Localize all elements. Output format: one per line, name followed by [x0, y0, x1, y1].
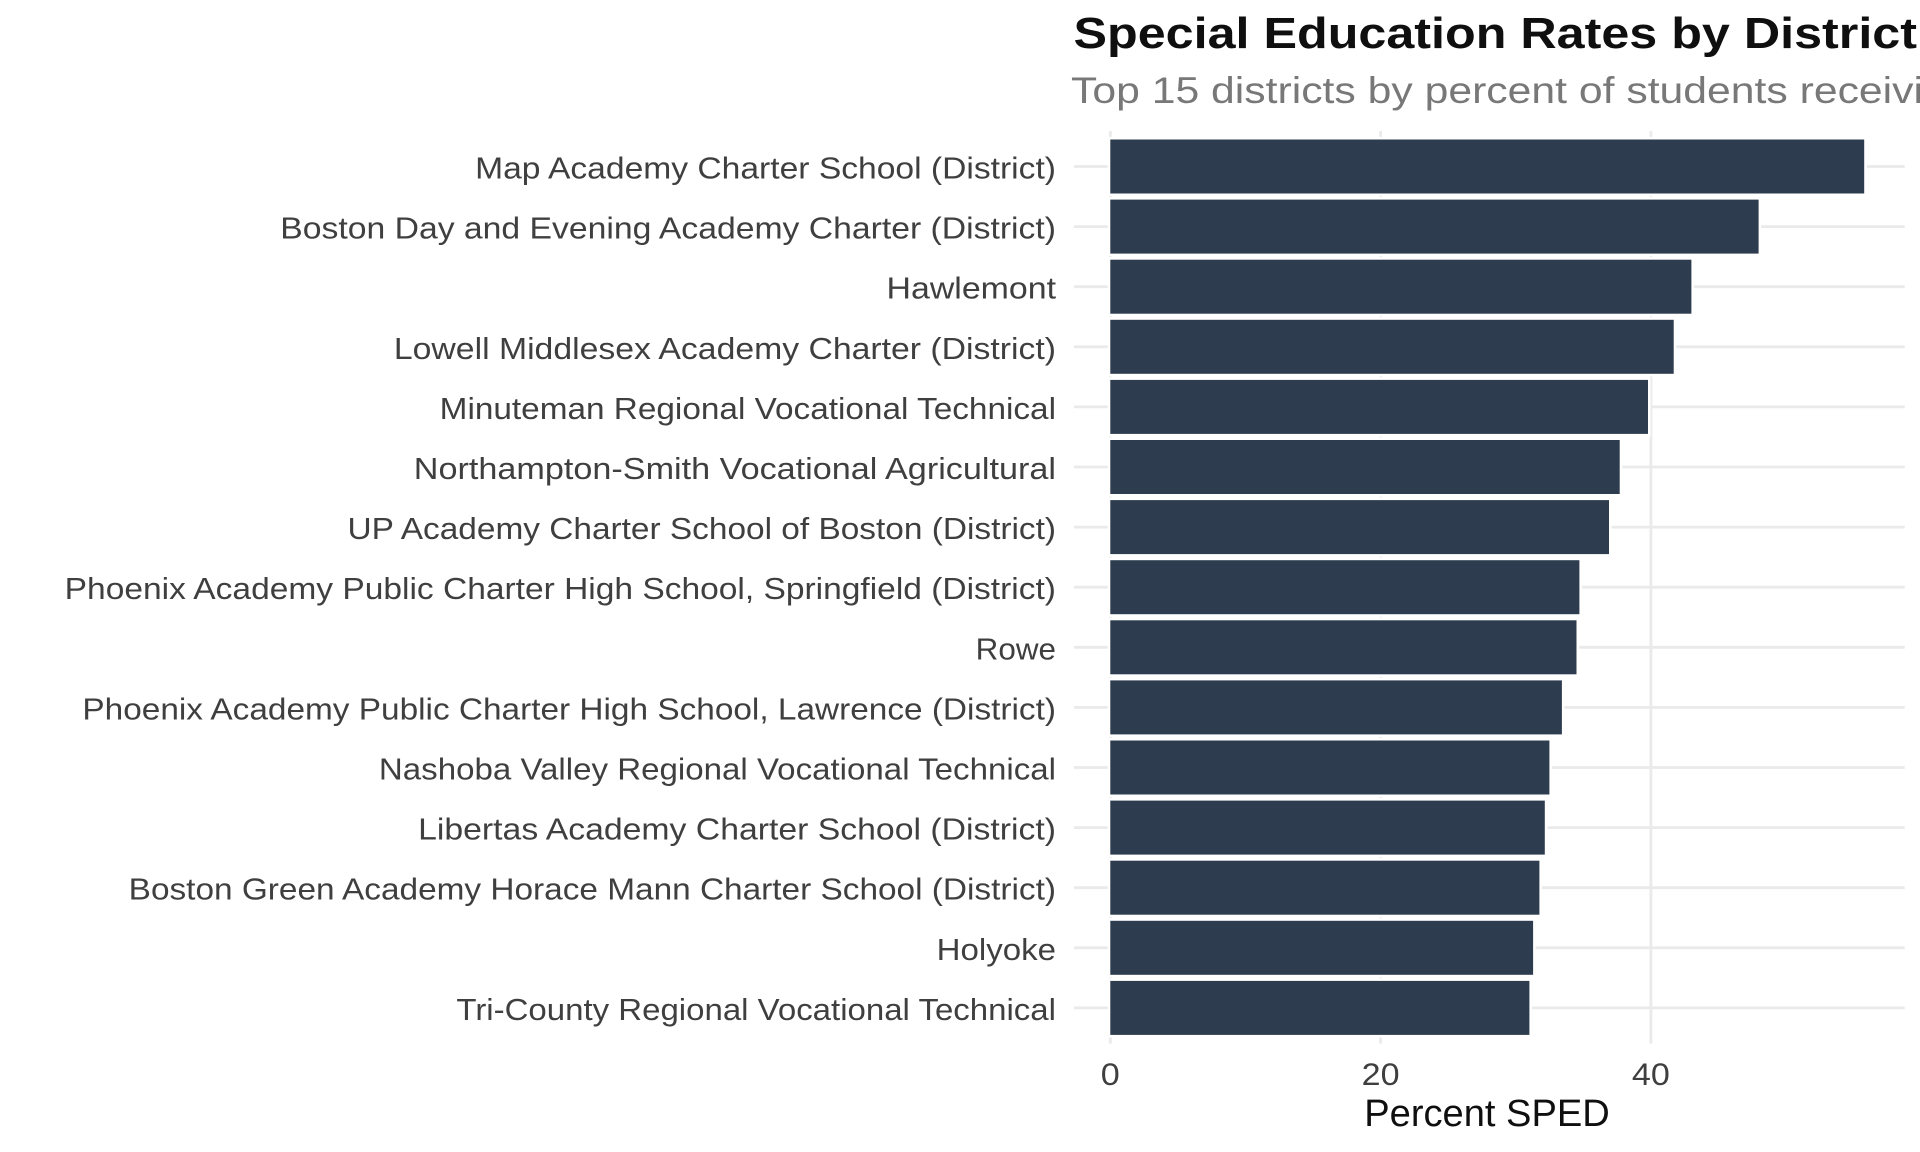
svg-text:Map Academy Charter School (Di: Map Academy Charter School (District) [475, 152, 1056, 186]
svg-text:Boston Green Academy Horace Ma: Boston Green Academy Horace Mann Charter… [129, 873, 1056, 907]
svg-text:Northampton-Smith Vocational A: Northampton-Smith Vocational Agricultura… [414, 452, 1056, 486]
svg-text:0: 0 [1101, 1056, 1120, 1092]
svg-text:Phoenix Academy Public Charter: Phoenix Academy Public Charter High Scho… [82, 692, 1056, 726]
svg-text:Libertas Academy Charter Schoo: Libertas Academy Charter School (Distric… [418, 813, 1056, 847]
svg-text:Hawlemont: Hawlemont [887, 272, 1057, 306]
svg-text:UP Academy Charter School of B: UP Academy Charter School of Boston (Dis… [348, 512, 1057, 546]
svg-text:Percent SPED: Percent SPED [1364, 1093, 1610, 1135]
svg-text:Rowe: Rowe [976, 632, 1056, 666]
svg-text:Phoenix Academy Public Charter: Phoenix Academy Public Charter High Scho… [65, 572, 1056, 606]
svg-text:Tri-County Regional Vocational: Tri-County Regional Vocational Technical [456, 993, 1056, 1027]
svg-text:Lowell Middlesex Academy Chart: Lowell Middlesex Academy Charter (Distri… [394, 332, 1056, 366]
svg-text:Special Education Rates by Dis: Special Education Rates by District [1074, 9, 1918, 58]
svg-text:20: 20 [1362, 1056, 1400, 1092]
svg-text:40: 40 [1632, 1056, 1670, 1092]
svg-text:Nashoba Valley Regional Vocati: Nashoba Valley Regional Vocational Techn… [379, 753, 1056, 787]
svg-text:Minuteman Regional Vocational: Minuteman Regional Vocational Technical [440, 392, 1056, 426]
svg-text:Holyoke: Holyoke [937, 933, 1056, 967]
svg-text:Boston Day and Evening Academy: Boston Day and Evening Academy Charter (… [280, 212, 1056, 246]
svg-text:Top 15 districts by percent of: Top 15 districts by percent of students … [1071, 69, 1920, 111]
